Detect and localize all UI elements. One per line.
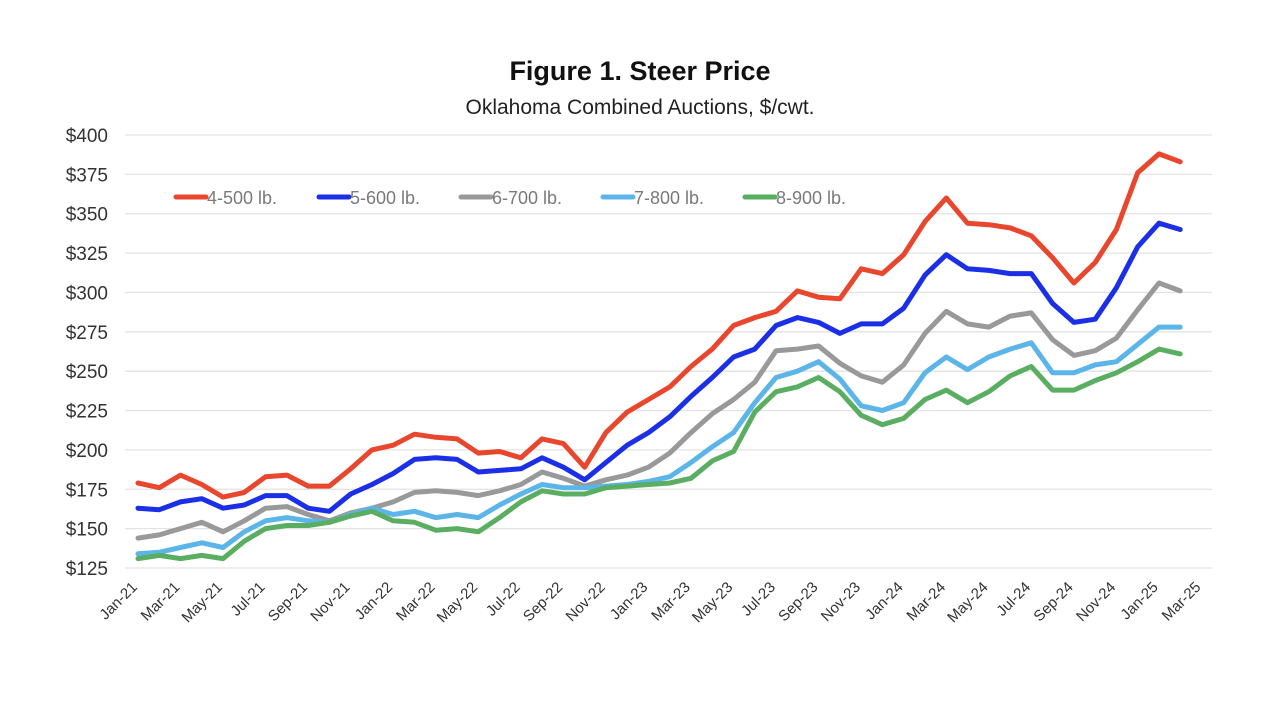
y-tick-label: $375 (66, 165, 108, 186)
series-line-7-800-lb (135, 324, 1183, 557)
y-tick-label: $325 (66, 244, 108, 265)
y-tick-label: $175 (66, 480, 108, 501)
x-tick-label: Mar-24 (903, 579, 949, 625)
y-tick-label: $400 (66, 126, 108, 147)
legend-label: 7-800 lb. (634, 188, 704, 208)
series-line-6-700-lb (135, 280, 1183, 541)
gridlines (125, 134, 1212, 569)
legend-label: 6-700 lb. (492, 188, 562, 208)
x-tick-label: Nov-23 (818, 579, 864, 625)
x-tick-label: Jul-22 (483, 579, 524, 620)
y-tick-label: $300 (66, 283, 108, 304)
x-tick-label: Sep-22 (520, 579, 566, 625)
x-tick-label: Jan-24 (862, 579, 906, 623)
x-tick-label: Jan-21 (96, 579, 140, 623)
x-tick-label: May-23 (689, 579, 736, 626)
x-tick-label: Mar-25 (1159, 579, 1205, 625)
x-tick-label: Sep-24 (1030, 579, 1076, 625)
x-tick-label: Sep-21 (265, 579, 311, 625)
legend: 4-500 lb. 5-600 lb. 6-700 lb. 7-800 lb. 8-90… (173, 188, 846, 208)
x-tick-label: Jul-24 (993, 579, 1034, 620)
legend-label: 4-500 lb. (207, 188, 277, 208)
y-tick-label: $250 (66, 362, 108, 383)
legend-label: 5-600 lb. (350, 188, 420, 208)
x-tick-label: Jan-25 (1117, 579, 1161, 623)
x-tick-label: Nov-21 (307, 579, 353, 625)
x-tick-label: Jan-23 (607, 579, 651, 623)
chart-subtitle: Oklahoma Combined Auctions, $/cwt. (465, 96, 815, 119)
y-tick-label: $350 (66, 205, 108, 226)
y-tick-label: $125 (66, 559, 108, 580)
series-line-4-500-lb (135, 151, 1183, 500)
series-lines (135, 151, 1183, 562)
x-tick-label: Jul-23 (738, 579, 779, 620)
y-tick-label: $225 (66, 402, 108, 423)
chart-title: Figure 1. Steer Price (509, 56, 771, 86)
x-tick-label: May-24 (944, 579, 991, 626)
x-tick-label: Mar-22 (393, 579, 439, 625)
x-tick-label: May-21 (179, 579, 226, 626)
x-tick-label: Jan-22 (352, 579, 396, 623)
legend-label: 8-900 lb. (776, 188, 846, 208)
x-tick-label: Mar-23 (648, 579, 694, 625)
x-tick-label: May-22 (434, 579, 481, 626)
x-tick-label: Mar-21 (138, 579, 184, 625)
series-line-8-900-lb (135, 346, 1183, 562)
y-tick-label: $200 (66, 441, 108, 462)
x-tick-label: Jul-21 (228, 579, 269, 620)
y-axis: $125 $150 $175 $200 $225 $250 $275 $300 $325 $350… (66, 126, 108, 580)
x-tick-label: Nov-24 (1073, 579, 1119, 625)
x-tick-label: Sep-23 (775, 579, 821, 625)
y-tick-label: $150 (66, 520, 108, 541)
series-line-5-600-lb (135, 220, 1183, 514)
y-tick-label: $275 (66, 323, 108, 344)
x-tick-label: Nov-22 (563, 579, 609, 625)
